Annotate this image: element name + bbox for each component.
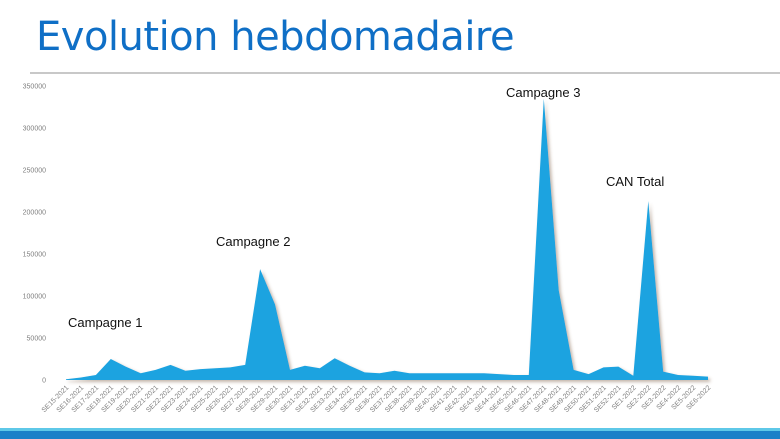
annotation-label: Campagne 1 — [68, 315, 142, 330]
y-tick-label: 100000 — [23, 294, 46, 301]
area-series — [66, 98, 708, 380]
y-axis: 0 50000 100000 150000 200000 250000 300000 3500… — [23, 84, 46, 385]
footer-band — [0, 431, 780, 439]
slide-title: Evolution hebdomadaire — [36, 14, 515, 60]
footer-accent-line — [0, 428, 780, 431]
annotation-label: CAN Total — [606, 174, 664, 189]
y-tick-label: 300000 — [23, 126, 46, 133]
chart-canvas: 0 50000 100000 150000 200000 250000 300000 3500… — [23, 84, 713, 415]
area-chart: 0 50000 100000 150000 200000 250000 300000 3500… — [0, 76, 780, 426]
annotation-label: Campagne 2 — [216, 234, 290, 249]
title-divider — [30, 72, 780, 74]
annotations: Campagne 1 Campagne 2 Campagne 3 CAN Total — [68, 85, 664, 330]
y-tick-label: 250000 — [23, 168, 46, 175]
x-axis: SE15-2021SE16-2021SE17-2021SE18-2021SE19… — [41, 384, 713, 414]
y-tick-label: 0 — [42, 378, 46, 385]
y-tick-label: 350000 — [23, 84, 46, 91]
y-tick-label: 150000 — [23, 252, 46, 259]
y-tick-label: 200000 — [23, 210, 46, 217]
y-tick-label: 50000 — [27, 336, 47, 343]
annotation-label: Campagne 3 — [506, 85, 580, 100]
